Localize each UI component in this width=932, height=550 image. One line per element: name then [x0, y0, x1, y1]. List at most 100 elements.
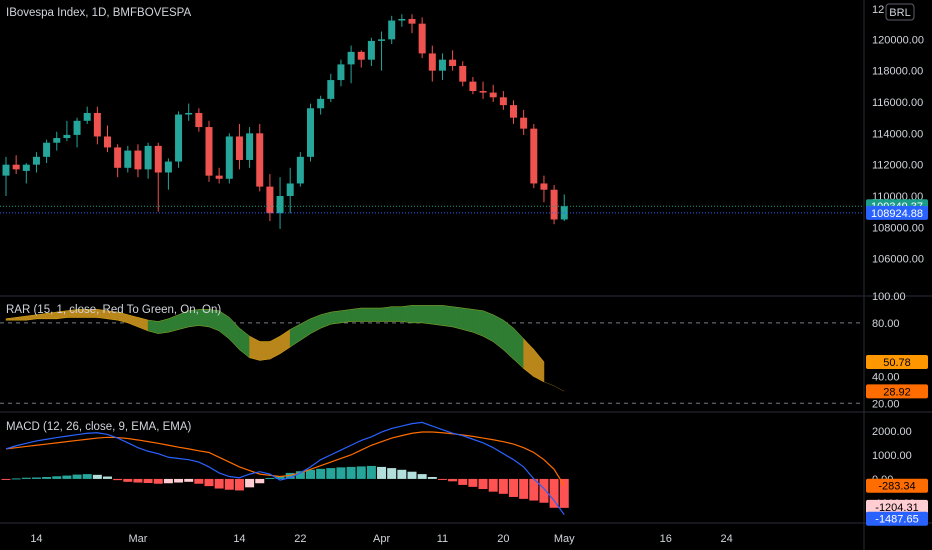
- candle[interactable]: [337, 59, 345, 87]
- candle[interactable]: [347, 45, 355, 84]
- candle[interactable]: [215, 167, 223, 184]
- macd-histogram-bar: [539, 478, 549, 503]
- macd-histogram-bar: [306, 469, 315, 479]
- candle[interactable]: [469, 76, 477, 95]
- candle-body: [479, 91, 487, 93]
- candle[interactable]: [438, 53, 446, 81]
- macd-histogram-bar: [234, 478, 244, 491]
- candle[interactable]: [550, 185, 558, 225]
- candle[interactable]: [530, 123, 538, 189]
- candle[interactable]: [499, 91, 507, 110]
- candle[interactable]: [388, 15, 396, 45]
- candle[interactable]: [144, 142, 152, 179]
- candle[interactable]: [205, 120, 213, 182]
- macd-histogram-bar: [31, 477, 41, 479]
- rar-tick-label: 40.00: [872, 371, 900, 383]
- candle[interactable]: [104, 125, 111, 153]
- macd-pane[interactable]: [1, 421, 569, 516]
- candle[interactable]: [185, 103, 193, 121]
- candle[interactable]: [296, 152, 304, 187]
- rar-tick-label: 100.00: [872, 291, 906, 303]
- candle[interactable]: [357, 50, 365, 68]
- candle[interactable]: [428, 45, 436, 82]
- candle[interactable]: [266, 174, 274, 222]
- candle[interactable]: [114, 144, 122, 178]
- svg-text:-1487.65: -1487.65: [875, 514, 918, 526]
- candle[interactable]: [195, 108, 203, 132]
- candle[interactable]: [307, 103, 314, 162]
- candle-body: [164, 161, 172, 173]
- candle[interactable]: [540, 175, 548, 203]
- candle[interactable]: [246, 127, 254, 168]
- candle[interactable]: [225, 133, 233, 184]
- price-pane[interactable]: [0, 14, 864, 229]
- rar-tick-label: 80.00: [872, 318, 900, 330]
- prev-close-tag: 108924.88: [866, 205, 928, 220]
- candle[interactable]: [317, 95, 325, 115]
- candle-body: [225, 136, 233, 179]
- candle[interactable]: [367, 37, 375, 66]
- candle-body: [63, 134, 71, 139]
- time-axis[interactable]: 14 Mar 14 22 Apr 11 20 May 16 24: [30, 533, 732, 545]
- rar-pane[interactable]: [0, 305, 864, 404]
- rar-band-segment: [330, 310, 342, 325]
- macd-histogram-bar: [82, 474, 92, 479]
- candle[interactable]: [22, 163, 30, 184]
- time-tick-label: Apr: [373, 533, 390, 545]
- candle-body: [12, 164, 20, 170]
- candle[interactable]: [256, 123, 264, 192]
- candle[interactable]: [63, 120, 71, 142]
- rar-band-segment: [381, 306, 393, 322]
- candle[interactable]: [276, 177, 284, 229]
- candle[interactable]: [378, 31, 386, 71]
- candle[interactable]: [459, 61, 467, 87]
- candle-body: [266, 186, 274, 214]
- candle[interactable]: [134, 144, 142, 178]
- candle[interactable]: [164, 158, 172, 190]
- candle[interactable]: [175, 111, 183, 168]
- macd-histogram-bar: [377, 466, 387, 479]
- candle[interactable]: [398, 14, 406, 27]
- macd-histogram-bar: [194, 478, 204, 484]
- candle[interactable]: [83, 106, 91, 124]
- candle[interactable]: [286, 167, 294, 214]
- candle[interactable]: [449, 50, 457, 71]
- candle-body: [32, 156, 40, 165]
- candle[interactable]: [2, 156, 10, 196]
- candle-body: [378, 39, 386, 41]
- candle-body: [327, 80, 335, 99]
- candle[interactable]: [235, 123, 243, 170]
- candle[interactable]: [479, 81, 487, 99]
- candle[interactable]: [154, 142, 162, 212]
- rar-band-segment: [431, 305, 443, 326]
- candle-body: [286, 183, 294, 196]
- candle[interactable]: [43, 139, 51, 164]
- macd-signal-tag: -283.34: [866, 478, 928, 493]
- candle[interactable]: [327, 73, 335, 102]
- macd-histogram-bar: [478, 478, 488, 490]
- candle[interactable]: [93, 106, 101, 145]
- candle[interactable]: [510, 100, 517, 124]
- macd-histogram-bar: [52, 476, 62, 479]
- macd-histogram-bar: [11, 478, 21, 480]
- candle[interactable]: [12, 155, 20, 175]
- price-axis[interactable]: 106000.00108000.00110000.00112000.001140…: [866, 4, 928, 526]
- candle-body: [449, 59, 457, 66]
- candle[interactable]: [124, 145, 132, 173]
- candle[interactable]: [32, 152, 40, 173]
- svg-text:50.78: 50.78: [883, 357, 911, 369]
- candle-body: [144, 145, 152, 170]
- price-tick-label: 120000.00: [872, 34, 924, 46]
- candle[interactable]: [53, 131, 61, 151]
- time-tick-label: 14: [30, 533, 42, 545]
- rar-lower-line: [6, 317, 565, 392]
- macd-signal-line: [5, 431, 565, 487]
- currency-button[interactable]: BRL: [885, 3, 915, 21]
- candle[interactable]: [408, 14, 416, 34]
- candle-body: [185, 112, 193, 115]
- candle[interactable]: [418, 17, 426, 59]
- candle[interactable]: [489, 84, 497, 102]
- candle[interactable]: [73, 117, 81, 148]
- candle[interactable]: [520, 109, 528, 135]
